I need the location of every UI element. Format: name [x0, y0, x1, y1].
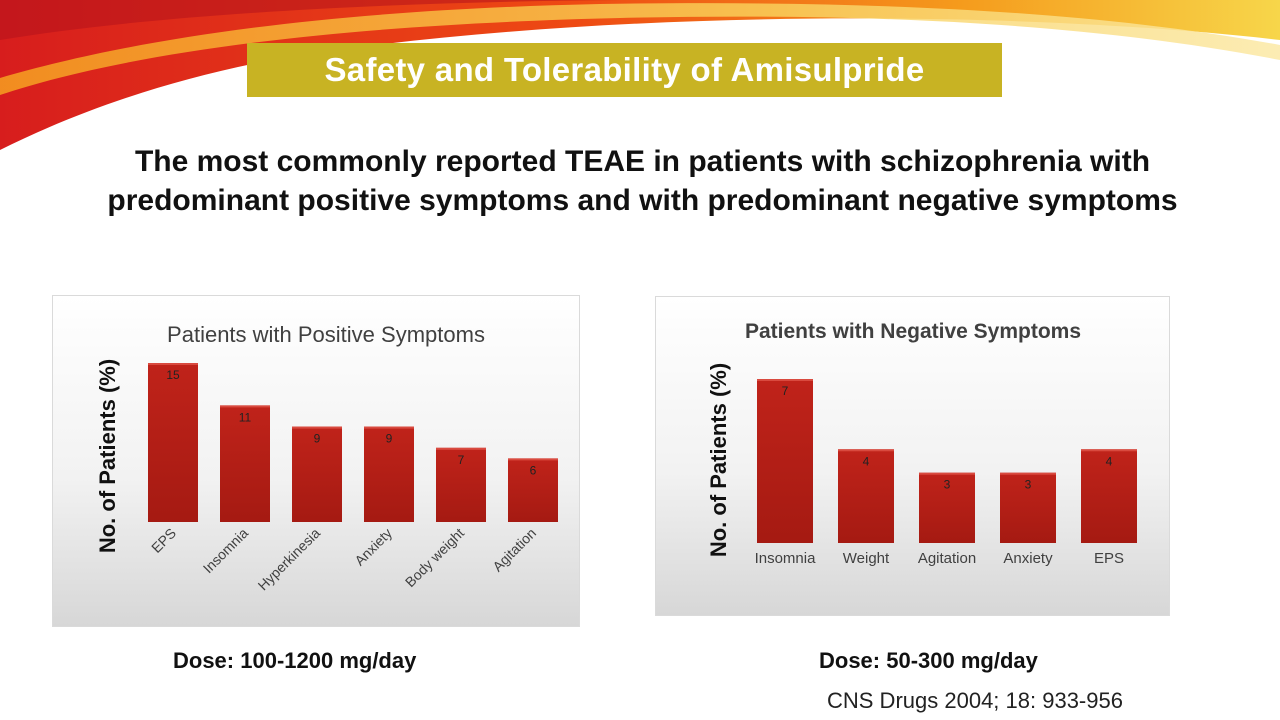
category-label: Anxiety [1003, 550, 1053, 567]
bar-agitation [919, 472, 975, 543]
category-label: EPS [148, 525, 179, 556]
citation: CNS Drugs 2004; 18: 933-956 [827, 688, 1123, 713]
slide-title: Safety and Tolerability of Amisulpride [324, 51, 925, 88]
slide-subtitle: The most commonly reported TEAE in patie… [107, 145, 1178, 217]
data-label: 4 [1106, 454, 1113, 468]
bar-body-weight [436, 447, 486, 522]
bar-highlight [364, 426, 414, 429]
bar-highlight [148, 363, 198, 365]
data-label: 9 [314, 432, 321, 446]
data-label: 7 [782, 384, 789, 398]
category-label: Hyperkinesia [255, 525, 324, 594]
category-label: Body weight [402, 525, 467, 590]
data-label: 15 [166, 368, 180, 382]
y-axis-label: No. of Patients (%) [95, 359, 120, 553]
category-label: Agitation [489, 525, 539, 575]
bar-highlight [1000, 472, 1056, 475]
bar-highlight [919, 472, 975, 475]
category-label: Weight [843, 550, 890, 567]
bar-highlight [757, 379, 813, 381]
data-label: 7 [458, 453, 465, 467]
decorative-swoosh [0, 0, 1280, 150]
bar-highlight [292, 426, 342, 429]
bar-highlight [436, 447, 486, 450]
chart-title: Patients with Positive Symptoms [167, 322, 485, 347]
negative-symptoms-chart: Patients with Negative Symptoms No. of Pa… [655, 296, 1170, 616]
bar-anxiety [1000, 472, 1056, 543]
bar-agitation [508, 458, 558, 522]
positive-symptoms-chart: Patients with Positive Symptoms No. of Pa… [52, 295, 580, 627]
bar-highlight [1081, 449, 1137, 452]
dose-positive: Dose: 100-1200 mg/day [173, 648, 417, 673]
category-label: Anxiety [351, 525, 395, 569]
category-label: EPS [1094, 550, 1124, 567]
category-label: Agitation [918, 550, 976, 567]
data-label: 6 [530, 463, 537, 477]
bar-hyperkinesia [292, 426, 342, 522]
data-label: 11 [239, 410, 252, 424]
data-label: 3 [1025, 478, 1032, 492]
bar-weight [838, 449, 894, 543]
dose-negative: Dose: 50-300 mg/day [819, 648, 1038, 673]
data-label: 3 [944, 478, 951, 492]
positive-symptoms-chart-svg: Patients with Positive Symptoms No. of Pa… [95, 322, 558, 594]
bar-highlight [838, 449, 894, 452]
title-banner: Safety and Tolerability of Amisulpride [247, 43, 1002, 97]
bar-highlight [220, 405, 270, 408]
category-label: Insomnia [755, 550, 817, 567]
chart-title: Patients with Negative Symptoms [745, 320, 1081, 343]
data-label: 4 [863, 454, 870, 468]
category-label: Insomnia [200, 525, 252, 577]
negative-symptoms-chart-svg: Patients with Negative Symptoms No. of Pa… [706, 320, 1137, 567]
bar-eps [148, 363, 198, 522]
bar-eps [1081, 449, 1137, 543]
y-axis-label: No. of Patients (%) [706, 363, 731, 557]
data-label: 9 [386, 432, 393, 446]
bar-insomnia [757, 379, 813, 543]
bar-anxiety [364, 426, 414, 522]
bar-insomnia [220, 405, 270, 522]
bar-highlight [508, 458, 558, 461]
